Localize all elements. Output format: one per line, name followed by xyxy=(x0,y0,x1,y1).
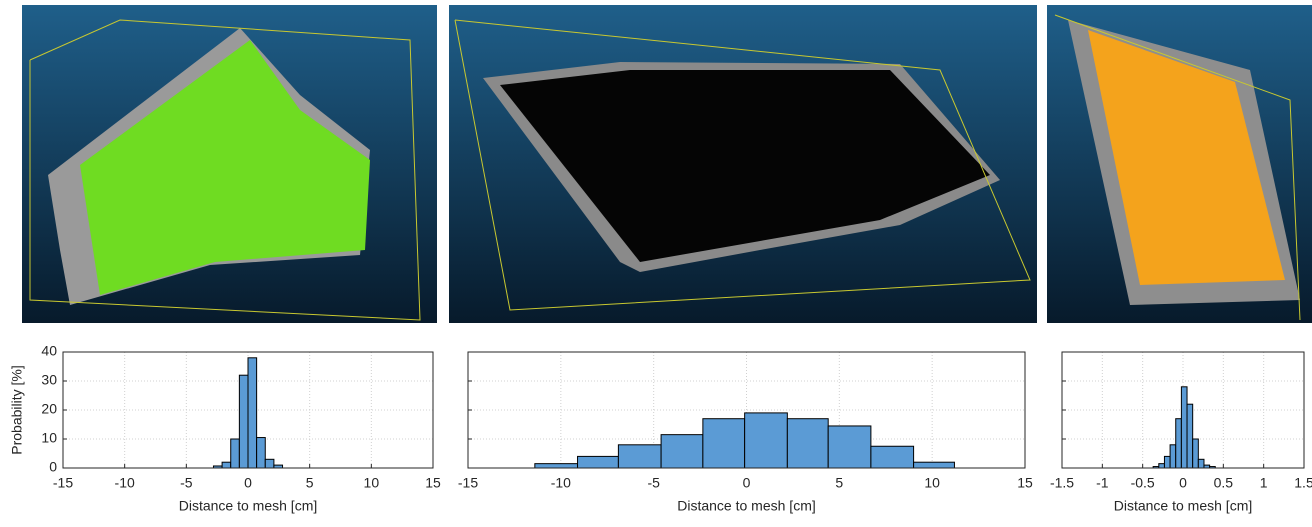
bar xyxy=(745,413,788,468)
bar xyxy=(1181,387,1187,468)
x-tick-label: -5 xyxy=(647,475,660,491)
x-tick-label: -0.5 xyxy=(1131,475,1155,491)
bar xyxy=(257,438,266,468)
x-tick-label: 0 xyxy=(1179,475,1187,491)
x-tick-label: 5 xyxy=(306,475,314,491)
bar xyxy=(239,375,248,468)
x-axis-label: Distance to mesh [cm] xyxy=(179,498,318,514)
bar xyxy=(1187,404,1193,468)
render-1 xyxy=(22,5,437,323)
bar xyxy=(1170,445,1176,468)
x-tick-label: -1 xyxy=(1096,475,1109,491)
y-tick-label: 10 xyxy=(41,430,57,446)
y-tick-label: 30 xyxy=(41,372,57,388)
x-tick-label: -10 xyxy=(115,475,135,491)
bar xyxy=(703,419,745,468)
bar xyxy=(618,445,661,468)
bar xyxy=(535,464,578,468)
x-tick-label: -15 xyxy=(53,475,73,491)
bar xyxy=(231,439,240,468)
bar xyxy=(1176,419,1182,468)
x-axis-label: Distance to mesh [cm] xyxy=(1114,498,1253,514)
x-tick-label: 0 xyxy=(743,475,751,491)
x-tick-label: 1.5 xyxy=(1294,475,1312,491)
y-axis-label: Probability [%] xyxy=(9,365,25,454)
bar xyxy=(914,462,955,468)
figure: -15-10-5051015010203040Distance to mesh … xyxy=(0,0,1312,527)
bar xyxy=(828,426,871,468)
x-tick-label: -5 xyxy=(180,475,193,491)
bar xyxy=(265,459,274,468)
render-2 xyxy=(449,5,1037,323)
bar xyxy=(248,358,257,468)
x-tick-label: 0.5 xyxy=(1214,475,1234,491)
bar xyxy=(1159,464,1165,468)
render-3 xyxy=(1047,5,1312,323)
x-tick-label: 15 xyxy=(1017,475,1033,491)
y-tick-label: 0 xyxy=(49,459,57,475)
bar xyxy=(787,419,828,468)
bar xyxy=(222,462,231,468)
y-tick-label: 40 xyxy=(41,343,57,359)
x-tick-label: -1.5 xyxy=(1050,475,1074,491)
x-tick-label: 1 xyxy=(1260,475,1268,491)
x-tick-label: -10 xyxy=(551,475,571,491)
x-tick-label: 10 xyxy=(924,475,940,491)
bar xyxy=(1198,459,1204,468)
x-tick-label: 15 xyxy=(425,475,441,491)
y-tick-label: 20 xyxy=(41,401,57,417)
x-tick-label: 5 xyxy=(835,475,843,491)
bar xyxy=(871,446,914,468)
bar xyxy=(661,435,703,468)
x-tick-label: -15 xyxy=(458,475,478,491)
bar xyxy=(578,456,619,468)
bar xyxy=(1164,456,1170,468)
bar xyxy=(1193,439,1199,468)
x-tick-label: 10 xyxy=(364,475,380,491)
x-tick-label: 0 xyxy=(244,475,252,491)
x-axis-label: Distance to mesh [cm] xyxy=(677,498,816,514)
